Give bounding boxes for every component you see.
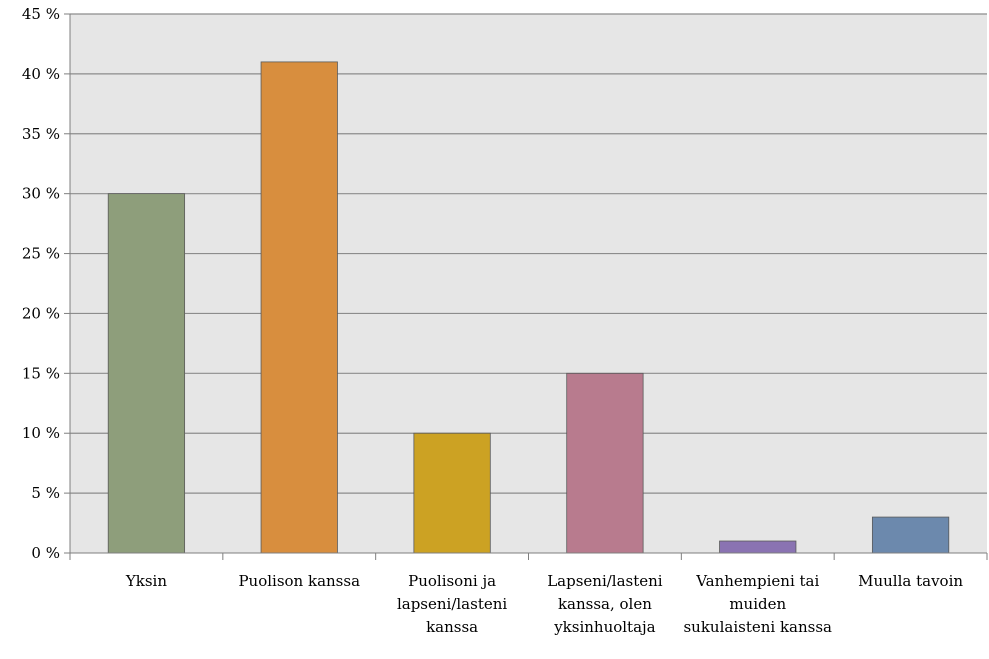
plot-area — [70, 14, 987, 553]
gridlines — [70, 13, 987, 494]
y-tick-label: 10 % — [22, 424, 60, 442]
bar — [107, 193, 186, 554]
x-tick-label: Puolison kanssa — [238, 572, 360, 590]
x-tick-label: Vanhempieni tai muiden sukulaisteni kanssa — [683, 572, 832, 636]
x-tick-label-line: Muulla tavoin — [858, 572, 963, 590]
y-tick-label: 5 % — [31, 484, 60, 502]
x-tick-label-line: kanssa, olen — [558, 595, 652, 613]
x-tick-label: Lapseni/lasteni kanssa, olen yksinhuoltaja — [547, 572, 663, 636]
x-tick-label-line: muiden — [729, 595, 786, 613]
y-tick-label: 0 % — [31, 544, 60, 562]
x-tick-label-line: Vanhempieni tai — [695, 572, 819, 590]
x-tick-label: Muulla tavoin — [858, 572, 963, 590]
x-tick-label-line: Lapseni/lasteni — [547, 572, 663, 590]
x-tick-label-line: Puolison kanssa — [238, 572, 360, 590]
bar — [413, 432, 491, 554]
x-tick-label-line: sukulaisteni kanssa — [683, 618, 832, 636]
bar — [260, 61, 338, 554]
bar — [566, 372, 644, 554]
axes — [64, 13, 988, 560]
x-tick-label-line: lapseni/lasteni — [397, 595, 507, 613]
x-tick-label-line: Yksin — [125, 572, 167, 590]
y-tick-label: 35 % — [22, 125, 60, 143]
x-tick-label-line: Puolisoni ja — [408, 572, 496, 590]
y-tick-label: 30 % — [22, 185, 60, 203]
y-tick-labels: 0 % 5 % 10 % 15 % 20 % 25 % 30 % 35 % 40 % 45 % — [22, 5, 60, 562]
bar — [719, 540, 797, 554]
bars — [107, 61, 950, 554]
y-tick-label: 40 % — [22, 65, 60, 83]
y-tick-label: 45 % — [22, 5, 60, 23]
y-tick-label: 25 % — [22, 245, 60, 263]
x-tick-label-line: kanssa — [426, 618, 478, 636]
y-tick-label: 20 % — [22, 304, 60, 322]
x-tick-label-line: yksinhuoltaja — [553, 618, 655, 636]
x-tick-labels: Yksin Puolison kanssa Puolisoni ja lapseni/… — [125, 572, 964, 636]
y-tick-label: 15 % — [22, 364, 60, 382]
x-tick-label: Yksin — [125, 572, 167, 590]
x-tick-label: Puolisoni ja lapseni/lasteni kanssa — [397, 572, 507, 636]
bar — [871, 516, 950, 554]
